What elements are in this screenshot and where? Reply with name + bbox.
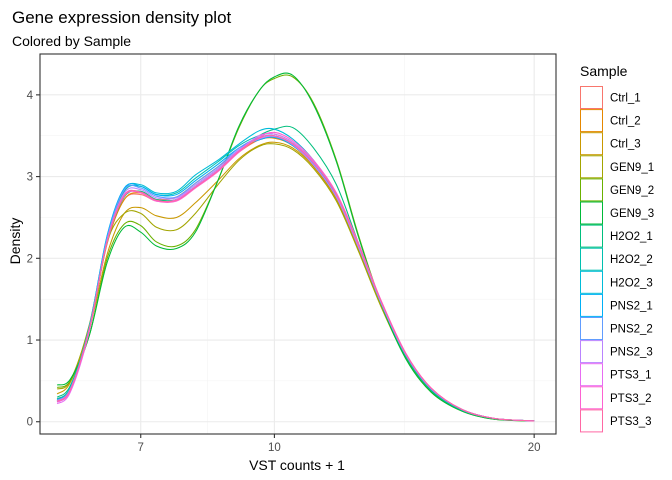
legend-key (580, 178, 603, 202)
y-tick-label: 3 (27, 172, 33, 184)
density-curve-gen9-3 (56, 72, 535, 422)
legend-key (580, 386, 603, 410)
legend-label: GEN9_1 (610, 162, 654, 174)
x-tick-label: 7 (138, 442, 144, 454)
legend-item: PNS2_2 (580, 317, 653, 340)
legend-key (580, 363, 603, 387)
legend-key (580, 293, 603, 317)
legend-item: GEN9_1 (580, 155, 654, 179)
grid (40, 54, 556, 434)
legend-label: PTS3_1 (610, 370, 652, 382)
density-curve-gen9-2 (56, 74, 535, 422)
x-tick-label: 10 (268, 442, 281, 454)
density-curve-pns2-2 (56, 134, 535, 422)
legend-key (580, 409, 603, 433)
x-axis-title: VST counts + 1 (249, 457, 345, 473)
chart-subtitle: Colored by Sample (12, 33, 131, 49)
legend-label: Ctrl_3 (610, 139, 641, 151)
legend-item: H2O2_2 (580, 247, 653, 271)
legend-item: PTS3_1 (580, 363, 652, 387)
legend-key (580, 109, 603, 133)
legend-label: PTS3_2 (610, 393, 652, 405)
legend-label: PTS3_3 (610, 416, 652, 428)
legend-key (580, 86, 603, 109)
legend-key (580, 155, 603, 179)
legend-label: Ctrl_1 (610, 93, 641, 105)
legend-item: Ctrl_1 (580, 86, 641, 109)
legend-item: GEN9_2 (580, 178, 654, 202)
legend-label: PNS2_3 (610, 347, 653, 359)
density-curve-h2o2-3 (56, 127, 535, 422)
legend-item: Ctrl_2 (580, 109, 641, 133)
density-curve-pts3-2 (56, 131, 535, 422)
density-curve-pts3-3 (56, 134, 535, 422)
density-curve-ctrl-1 (56, 136, 535, 422)
x-tick-label: 20 (528, 442, 541, 454)
legend-key (580, 340, 603, 364)
y-tick-label: 2 (27, 253, 33, 265)
legend-key (580, 247, 603, 271)
legend-label: Ctrl_2 (610, 116, 641, 128)
legend-title: Sample (580, 63, 628, 79)
chart-title: Gene expression density plot (12, 8, 232, 27)
legend-label: GEN9_3 (610, 208, 654, 220)
legend-item: PTS3_2 (580, 386, 652, 410)
legend-item: PNS2_1 (580, 293, 653, 317)
density-curve-pns2-1 (56, 136, 535, 422)
legend-item: Ctrl_3 (580, 132, 641, 156)
legend: Sample Ctrl_1 Ctrl_2 Ctrl_3 GEN9_1 GEN9_2 GEN… (580, 63, 654, 433)
legend-key (580, 132, 603, 156)
y-axis-title: Density (7, 218, 23, 265)
y-tick-label: 0 (27, 417, 33, 429)
legend-item: GEN9_3 (580, 201, 654, 225)
y-tick-label: 4 (27, 90, 34, 102)
axes: 7 10 20 0 1 2 3 4 (27, 90, 541, 454)
legend-label: H2O2_1 (610, 231, 653, 243)
legend-label: PNS2_2 (610, 324, 653, 336)
y-tick-label: 1 (27, 335, 33, 347)
legend-key (580, 224, 603, 248)
density-curve-ctrl-2 (56, 137, 535, 422)
legend-label: PNS2_1 (610, 300, 653, 312)
legend-label: GEN9_2 (610, 185, 654, 197)
legend-key (580, 270, 603, 294)
legend-item: PNS2_3 (580, 340, 653, 364)
density-curve-h2o2-1 (56, 125, 535, 422)
legend-item: H2O2_3 (580, 270, 653, 294)
density-curve-pns2-3 (56, 135, 535, 422)
legend-label: H2O2_3 (610, 277, 653, 289)
legend-key (580, 201, 603, 225)
legend-item: H2O2_1 (580, 224, 653, 248)
legend-item: PTS3_3 (580, 409, 652, 433)
panel-border (39, 53, 557, 435)
density-curves (56, 72, 535, 422)
legend-label: H2O2_2 (610, 254, 653, 266)
legend-key (580, 317, 603, 340)
